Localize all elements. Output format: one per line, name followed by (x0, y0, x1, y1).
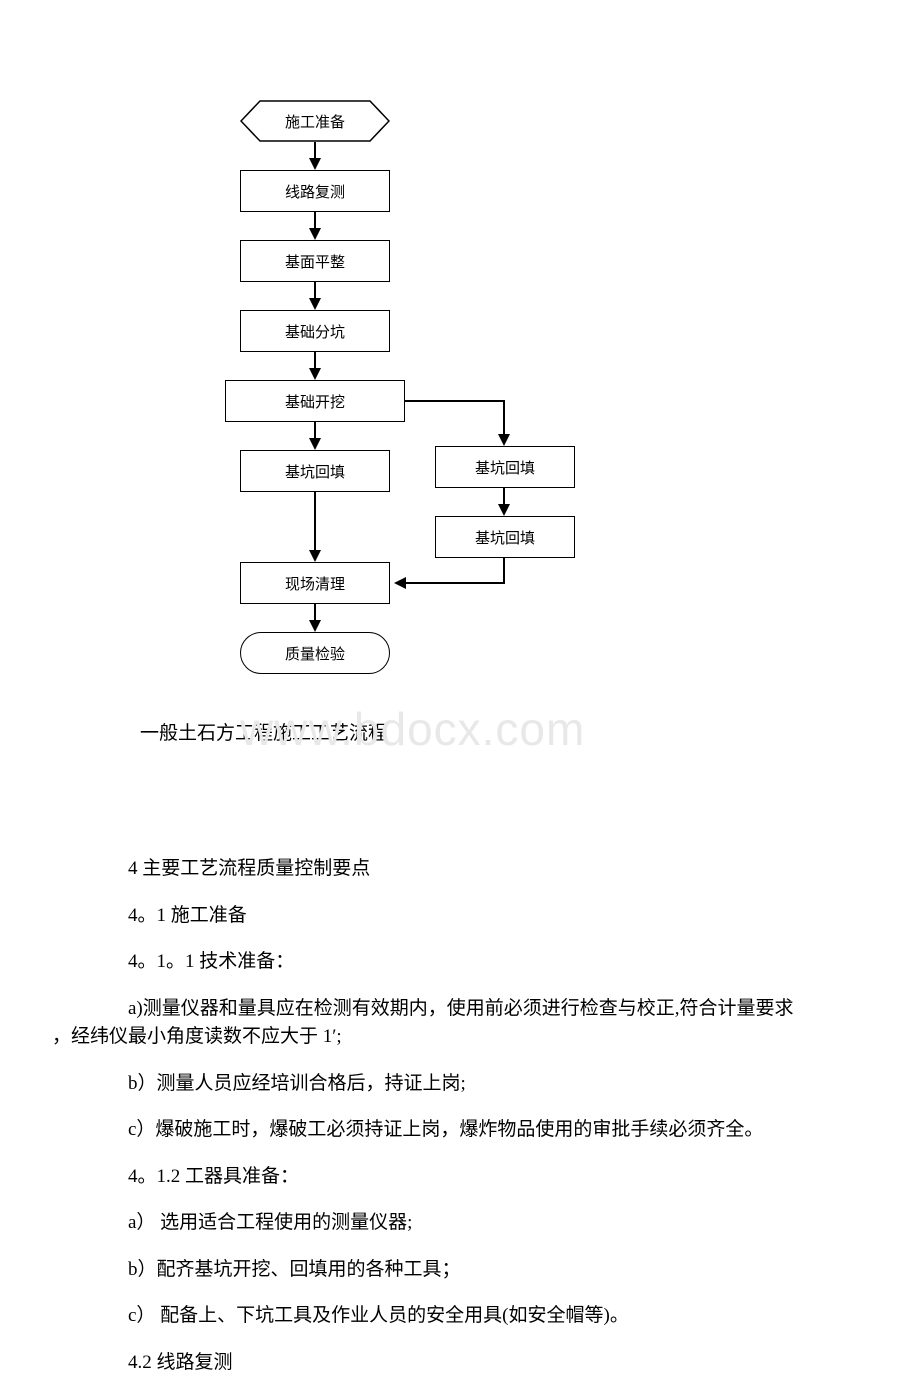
paragraph: 4 主要工艺流程质量控制要点 (90, 855, 850, 884)
node-label: 质量检验 (285, 643, 345, 664)
flowchart-node: 基坑回填 (435, 516, 575, 558)
arrow-head (309, 550, 321, 562)
paragraph: a)测量仪器和量具应在检测有效期内，使用前必须进行检查与校正,符合计量要求 (90, 995, 850, 1024)
arrow-head (309, 228, 321, 240)
flowchart-node: 基础开挖 (225, 380, 405, 422)
arrow-head (498, 434, 510, 446)
arrow-head (309, 620, 321, 632)
paragraph: a） 选用适合工程使用的测量仪器; (90, 1209, 850, 1238)
watermark-text: www.bdocx.com (240, 702, 585, 756)
connector (503, 558, 505, 584)
paragraph: 4。1。1 技术准备： (90, 948, 850, 977)
paragraph: 4。1 施工准备 (90, 902, 850, 931)
node-label: 施工准备 (240, 100, 390, 142)
node-label: 基面平整 (285, 251, 345, 272)
arrow-head (498, 504, 510, 516)
document-content: 4 主要工艺流程质量控制要点 4。1 施工准备 4。1。1 技术准备： a)测量… (90, 855, 850, 1395)
node-label: 基坑回填 (285, 461, 345, 482)
arrow (314, 492, 316, 554)
flowchart-node: 线路复测 (240, 170, 390, 212)
paragraph: ，经纬仪最小角度读数不应大于 1′; (52, 1023, 850, 1052)
paragraph: b）测量人员应经培训合格后，持证上岗; (90, 1070, 850, 1099)
arrow-head (309, 158, 321, 170)
paragraph: b）配齐基坑开挖、回填用的各种工具； (90, 1256, 850, 1285)
flowchart-node: 基面平整 (240, 240, 390, 282)
connector (503, 400, 505, 438)
connector (405, 582, 505, 584)
arrow-head (309, 368, 321, 380)
connector (405, 400, 505, 402)
arrow-head (309, 298, 321, 310)
flowchart-node: 基坑回填 (435, 446, 575, 488)
paragraph: c）爆破施工时，爆破工必须持证上岗，爆炸物品使用的审批手续必须齐全。 (90, 1116, 850, 1145)
flowchart-node: 基础分坑 (240, 310, 390, 352)
node-label: 线路复测 (285, 181, 345, 202)
arrow-head (394, 577, 406, 589)
flowchart-node: 现场清理 (240, 562, 390, 604)
paragraph: c） 配备上、下坑工具及作业人员的安全用具(如安全帽等)。 (90, 1302, 850, 1331)
node-label: 现场清理 (285, 573, 345, 594)
flowchart-node-end: 质量检验 (240, 632, 390, 674)
flowchart-node-start: 施工准备 (240, 100, 390, 142)
paragraph: 4。1.2 工器具准备： (90, 1163, 850, 1192)
arrow-head (309, 438, 321, 450)
node-label: 基坑回填 (475, 527, 535, 548)
node-label: 基础开挖 (285, 391, 345, 412)
flowchart-node: 基坑回填 (240, 450, 390, 492)
node-label: 基坑回填 (475, 457, 535, 478)
paragraph: 4.2 线路复测 (90, 1349, 850, 1378)
node-label: 基础分坑 (285, 321, 345, 342)
